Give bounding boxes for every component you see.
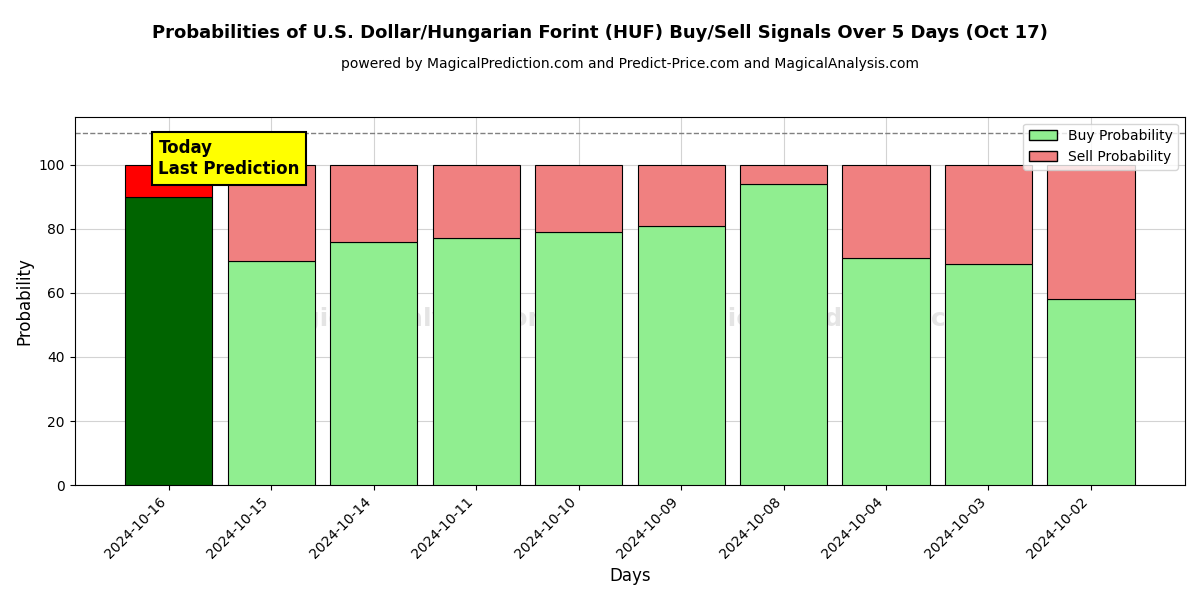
Text: Probabilities of U.S. Dollar/Hungarian Forint (HUF) Buy/Sell Signals Over 5 Days: Probabilities of U.S. Dollar/Hungarian F… (152, 24, 1048, 42)
Bar (637, 164, 725, 226)
Bar (125, 164, 212, 197)
Bar (535, 232, 622, 485)
Bar (842, 257, 930, 485)
Bar (740, 184, 827, 485)
Bar (1048, 299, 1134, 485)
Bar (944, 264, 1032, 485)
Text: MagicalPrediction.com: MagicalPrediction.com (670, 307, 990, 331)
Y-axis label: Probability: Probability (16, 257, 34, 345)
Text: Today
Last Prediction: Today Last Prediction (158, 139, 300, 178)
Bar (228, 164, 314, 261)
Legend: Buy Probability, Sell Probability: Buy Probability, Sell Probability (1024, 124, 1178, 170)
Bar (228, 261, 314, 485)
Bar (637, 226, 725, 485)
Bar (125, 197, 212, 485)
Bar (432, 238, 520, 485)
Bar (535, 164, 622, 232)
Bar (330, 242, 418, 485)
Text: MagicalAnalysis.com: MagicalAnalysis.com (260, 307, 554, 331)
X-axis label: Days: Days (610, 567, 650, 585)
Bar (944, 164, 1032, 264)
Bar (740, 164, 827, 184)
Bar (432, 164, 520, 238)
Bar (1048, 164, 1134, 299)
Title: powered by MagicalPrediction.com and Predict-Price.com and MagicalAnalysis.com: powered by MagicalPrediction.com and Pre… (341, 57, 919, 71)
Bar (842, 164, 930, 257)
Bar (330, 164, 418, 242)
